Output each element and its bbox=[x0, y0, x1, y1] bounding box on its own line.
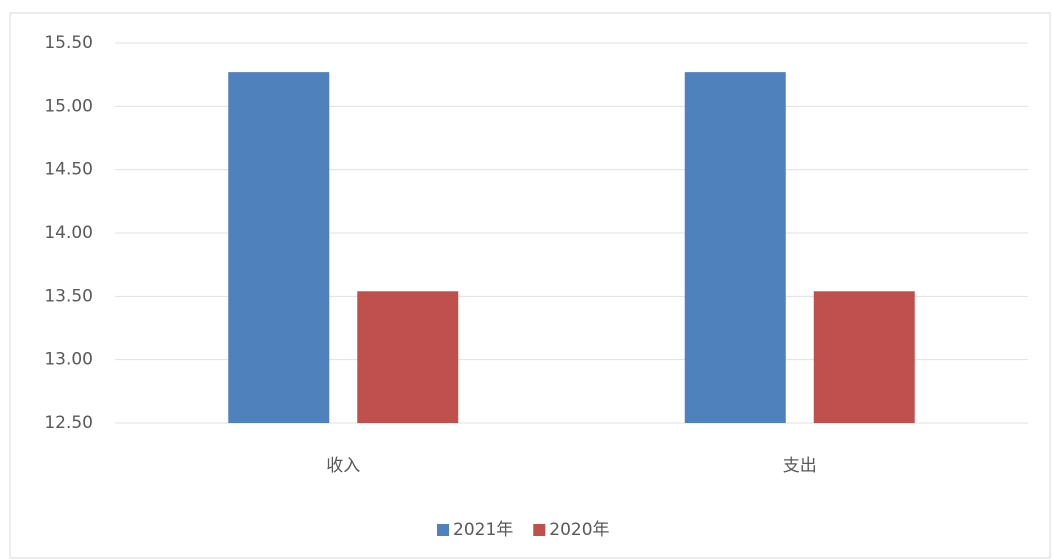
y-tick-label: 14.00 bbox=[44, 223, 93, 243]
legend-label: 2021年 bbox=[453, 520, 513, 540]
legend-swatch bbox=[533, 524, 546, 536]
bar bbox=[228, 72, 330, 423]
legend-swatch bbox=[437, 524, 449, 536]
y-tick-label: 15.50 bbox=[44, 33, 93, 53]
bar bbox=[684, 72, 786, 423]
chart-frame bbox=[9, 12, 1051, 559]
y-tick-label: 12.50 bbox=[44, 413, 93, 433]
legend-label: 2020年 bbox=[549, 520, 609, 540]
bar bbox=[357, 291, 459, 423]
x-tick-label: 支出 bbox=[783, 456, 817, 476]
y-tick-label: 15.00 bbox=[44, 96, 93, 116]
y-tick-label: 14.50 bbox=[44, 160, 93, 180]
y-tick-label: 13.50 bbox=[44, 286, 93, 306]
x-tick-label: 收入 bbox=[326, 456, 360, 476]
y-tick-label: 13.00 bbox=[44, 350, 93, 370]
bar bbox=[813, 291, 915, 423]
